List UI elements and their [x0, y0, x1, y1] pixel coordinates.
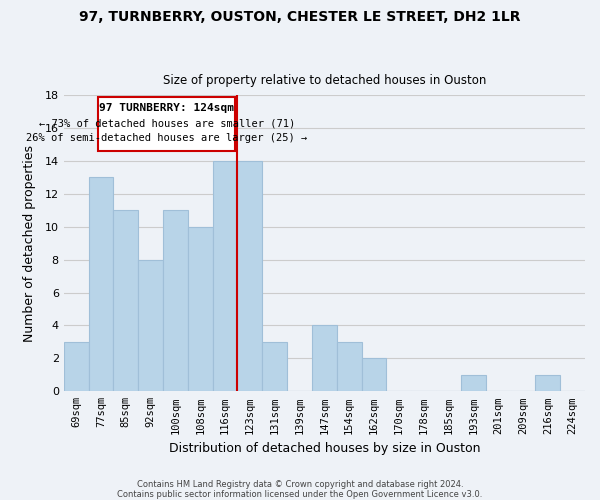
Bar: [535, 375, 560, 392]
Text: Contains public sector information licensed under the Open Government Licence v3: Contains public sector information licen…: [118, 490, 482, 499]
Bar: [362, 358, 386, 392]
Bar: [113, 210, 138, 392]
Bar: [64, 342, 89, 392]
Text: ← 73% of detached houses are smaller (71): ← 73% of detached houses are smaller (71…: [38, 118, 295, 128]
Bar: [138, 260, 163, 392]
Bar: [337, 342, 362, 392]
X-axis label: Distribution of detached houses by size in Ouston: Distribution of detached houses by size …: [169, 442, 480, 455]
Bar: [188, 227, 212, 392]
Bar: [238, 161, 262, 392]
Text: Contains HM Land Registry data © Crown copyright and database right 2024.: Contains HM Land Registry data © Crown c…: [137, 480, 463, 489]
Text: 97, TURNBERRY, OUSTON, CHESTER LE STREET, DH2 1LR: 97, TURNBERRY, OUSTON, CHESTER LE STREET…: [79, 10, 521, 24]
FancyBboxPatch shape: [98, 97, 235, 151]
Title: Size of property relative to detached houses in Ouston: Size of property relative to detached ho…: [163, 74, 486, 87]
Bar: [212, 161, 238, 392]
Bar: [262, 342, 287, 392]
Text: 97 TURNBERRY: 124sqm: 97 TURNBERRY: 124sqm: [99, 104, 234, 114]
Bar: [163, 210, 188, 392]
Bar: [312, 326, 337, 392]
Bar: [461, 375, 486, 392]
Bar: [89, 178, 113, 392]
Y-axis label: Number of detached properties: Number of detached properties: [23, 144, 37, 342]
Text: 26% of semi-detached houses are larger (25) →: 26% of semi-detached houses are larger (…: [26, 133, 307, 143]
